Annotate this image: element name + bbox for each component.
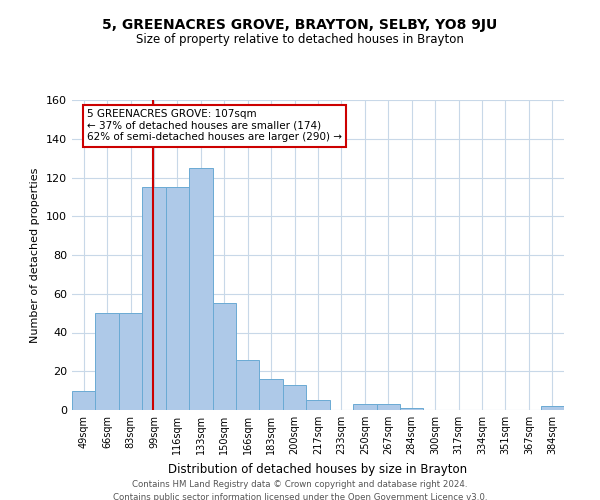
Bar [119, 313, 142, 410]
Text: Contains HM Land Registry data © Crown copyright and database right 2024.
Contai: Contains HM Land Registry data © Crown c… [113, 480, 487, 500]
Bar [142, 187, 166, 410]
Bar [283, 385, 306, 410]
Bar [306, 400, 330, 410]
Bar [259, 379, 283, 410]
Bar [353, 404, 377, 410]
Text: 5 GREENACRES GROVE: 107sqm
← 37% of detached houses are smaller (174)
62% of sem: 5 GREENACRES GROVE: 107sqm ← 37% of deta… [87, 110, 342, 142]
Bar [541, 406, 564, 410]
Bar [166, 187, 189, 410]
Bar [236, 360, 259, 410]
Bar [189, 168, 212, 410]
Bar [72, 390, 95, 410]
Text: 5, GREENACRES GROVE, BRAYTON, SELBY, YO8 9JU: 5, GREENACRES GROVE, BRAYTON, SELBY, YO8… [103, 18, 497, 32]
Bar [400, 408, 424, 410]
Text: Size of property relative to detached houses in Brayton: Size of property relative to detached ho… [136, 32, 464, 46]
Bar [212, 304, 236, 410]
Y-axis label: Number of detached properties: Number of detached properties [31, 168, 40, 342]
Bar [377, 404, 400, 410]
X-axis label: Distribution of detached houses by size in Brayton: Distribution of detached houses by size … [169, 462, 467, 475]
Bar [95, 313, 119, 410]
